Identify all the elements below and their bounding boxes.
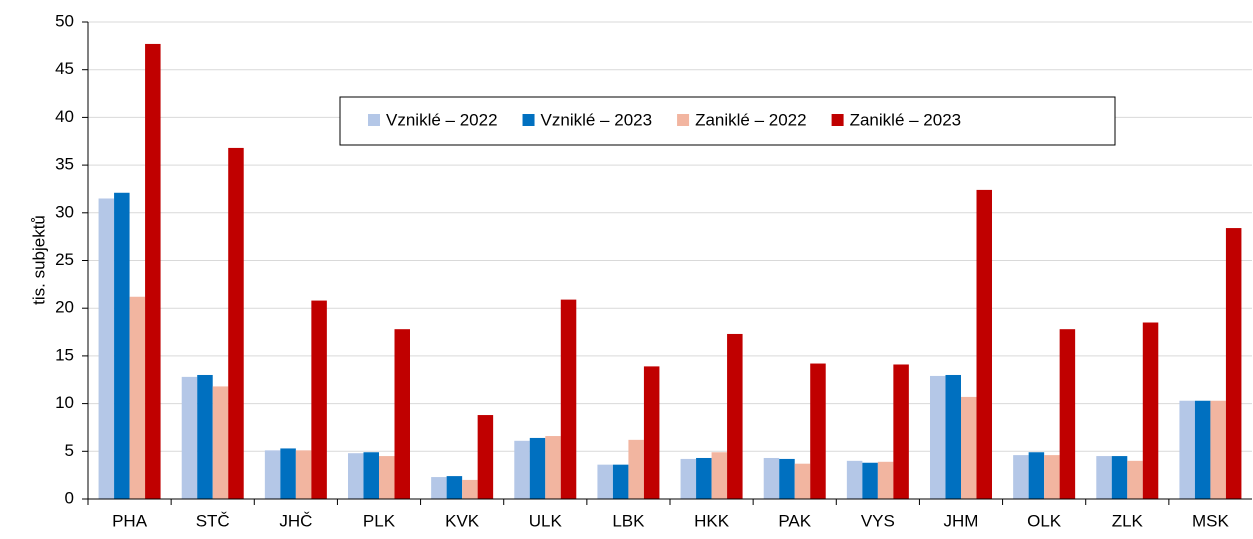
bar <box>462 479 478 499</box>
bar <box>181 376 198 499</box>
bar <box>129 296 146 499</box>
legend-label: Zaniklé – 2023 <box>850 110 962 129</box>
x-tick-label: VYS <box>861 511 895 530</box>
bar <box>295 450 312 499</box>
y-tick-label: 5 <box>65 441 74 460</box>
legend-swatch <box>522 114 535 126</box>
legend-box <box>339 96 1116 146</box>
y-tick-label: 10 <box>55 393 74 412</box>
bar <box>1059 329 1076 499</box>
bar <box>1179 400 1195 499</box>
legend-label: Vzniklé – 2022 <box>386 110 498 129</box>
x-tick-label: PHA <box>112 511 148 530</box>
bar <box>228 147 244 500</box>
bar <box>477 415 494 499</box>
bar <box>1096 456 1112 499</box>
x-tick-label: PAK <box>778 511 811 530</box>
bar <box>145 43 161 499</box>
x-tick-label: STČ <box>196 511 230 530</box>
legend: Vzniklé – 2022 Vzniklé – 2023 Zaniklé – 20… <box>339 96 1116 146</box>
bar <box>545 436 561 499</box>
bar <box>363 452 379 499</box>
bar <box>643 366 660 499</box>
bar <box>680 458 697 499</box>
bar <box>779 458 795 499</box>
bar <box>763 457 780 499</box>
bar <box>514 440 530 499</box>
bar <box>1111 456 1128 499</box>
bar <box>1028 452 1045 499</box>
y-tick-label: 0 <box>65 488 74 507</box>
bar <box>961 396 977 499</box>
y-tick-label: 20 <box>55 298 74 317</box>
x-tick-label: MSK <box>1192 511 1230 530</box>
bar <box>98 198 115 500</box>
x-tick-label: JHM <box>944 511 979 530</box>
x-tick-label: KVK <box>445 511 480 530</box>
legend-swatch <box>677 114 690 126</box>
bar <box>1194 400 1211 499</box>
legend-swatch <box>831 114 844 126</box>
bar <box>348 453 364 499</box>
x-tick-label: HKK <box>694 511 730 530</box>
bar <box>612 464 629 499</box>
bar <box>696 457 712 499</box>
legend-swatch <box>368 114 380 126</box>
y-tick-label: 50 <box>55 11 74 30</box>
bar <box>893 364 909 499</box>
legend-label: Vzniklé – 2023 <box>541 110 653 129</box>
bar <box>114 192 130 500</box>
bar <box>877 461 894 499</box>
bar <box>711 452 728 499</box>
bar <box>810 363 826 499</box>
bar <box>446 476 463 499</box>
bar <box>280 448 296 499</box>
y-tick-label: 35 <box>55 155 74 174</box>
y-tick-label: 40 <box>55 107 74 126</box>
legend-label: Zaniklé – 2022 <box>695 110 807 129</box>
x-tick-label: LBK <box>612 511 645 530</box>
y-tick-label: 30 <box>55 202 74 221</box>
bar <box>1210 400 1226 499</box>
bar <box>1225 228 1242 499</box>
bar <box>560 299 577 499</box>
y-tick-label: 25 <box>55 250 74 269</box>
bar <box>794 463 811 499</box>
bar <box>197 374 213 499</box>
bar <box>394 329 410 499</box>
x-tick-label: ULK <box>529 511 563 530</box>
bar <box>379 456 395 499</box>
bar <box>727 333 743 499</box>
bar <box>1044 455 1060 499</box>
y-tick-label: 45 <box>55 59 74 78</box>
bar <box>1127 460 1143 499</box>
bar <box>862 462 878 499</box>
bar <box>212 386 229 499</box>
bar <box>628 439 644 499</box>
x-tick-label: PLK <box>363 511 396 530</box>
bar <box>264 450 281 499</box>
bar <box>1013 455 1029 499</box>
bar <box>311 300 327 499</box>
bar <box>846 460 863 499</box>
bar <box>976 189 992 500</box>
bar <box>529 437 546 499</box>
bar <box>431 477 447 499</box>
y-tick-label: 15 <box>55 345 74 364</box>
bar <box>597 464 613 499</box>
x-tick-label: ZLK <box>1112 511 1144 530</box>
x-tick-label: OLK <box>1027 511 1062 530</box>
bar <box>930 375 946 499</box>
x-tick-label: JHČ <box>279 511 312 530</box>
bar <box>945 374 961 499</box>
y-axis-label: tis. subjektů <box>29 215 48 305</box>
bar <box>1142 322 1159 499</box>
